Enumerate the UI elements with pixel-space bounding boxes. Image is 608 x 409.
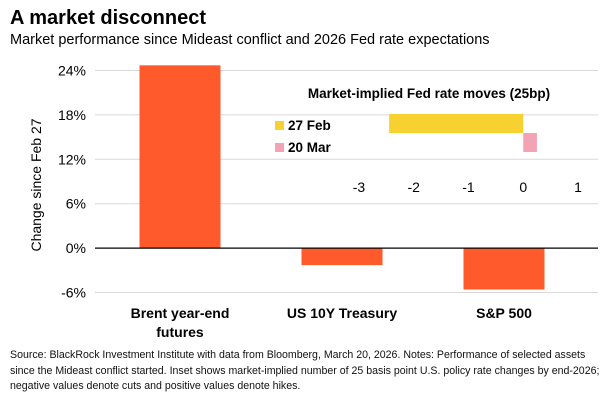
inset-bar xyxy=(389,114,524,133)
legend-label: 20 Mar xyxy=(288,140,332,155)
chart-svg: 24% 18% 12% 6% 0% -6% Change since Feb 27 Bre… xyxy=(28,63,598,340)
inset-legend: 27 Feb 20 Mar xyxy=(275,118,332,155)
inset-bar xyxy=(523,133,537,152)
y-tick-label: 24% xyxy=(58,63,86,79)
inset-title: Market-implied Fed rate moves (25bp) xyxy=(308,86,550,101)
category-label: S&P 500 xyxy=(476,305,532,321)
y-tick-label: 18% xyxy=(58,107,86,123)
inset-tick-label: 0 xyxy=(519,179,527,195)
legend-swatch xyxy=(275,121,284,130)
main-bars xyxy=(139,65,545,290)
inset-x-tick-labels: -3 -2 -1 0 1 xyxy=(353,179,582,195)
main-category-labels: Brent year-end futures US 10Y Treasury S&P … xyxy=(131,305,533,340)
legend-swatch xyxy=(275,143,284,152)
chart-title: A market disconnect xyxy=(10,7,206,29)
y-tick-label: 6% xyxy=(66,196,86,212)
category-label: futures xyxy=(156,324,204,340)
inset-tick-label: -2 xyxy=(408,179,421,195)
main-y-tick-labels: 24% 18% 12% 6% 0% -6% xyxy=(58,63,86,301)
category-label: US 10Y Treasury xyxy=(287,305,397,321)
y-tick-label: 12% xyxy=(58,151,86,167)
bar xyxy=(139,65,221,249)
inset-tick-label: 1 xyxy=(574,179,582,195)
chart-subtitle: Market performance since Mideast conflic… xyxy=(10,32,490,48)
inset-tick-label: -1 xyxy=(462,179,475,195)
y-tick-label: -6% xyxy=(61,285,86,301)
main-y-axis-label: Change since Feb 27 xyxy=(28,118,44,251)
source-note: Source: BlackRock Investment Institute w… xyxy=(10,349,600,392)
inset-tick-label: -3 xyxy=(353,179,366,195)
bar xyxy=(463,248,545,290)
y-tick-label: 0% xyxy=(66,240,86,256)
legend-label: 27 Feb xyxy=(288,118,331,133)
inset-bars xyxy=(389,114,537,152)
category-label: Brent year-end xyxy=(131,305,230,321)
bar xyxy=(301,248,383,266)
